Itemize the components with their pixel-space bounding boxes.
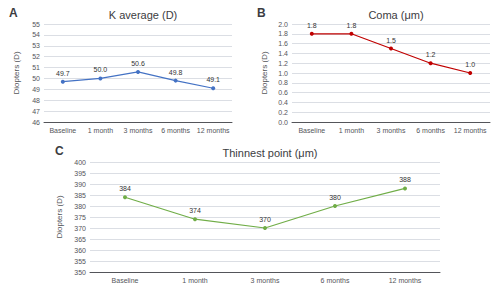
svg-text:1.8: 1.8: [278, 30, 288, 37]
svg-text:3 months: 3 months: [124, 127, 153, 134]
svg-text:Diopters (D): Diopters (D): [12, 51, 21, 94]
svg-text:1.0: 1.0: [465, 61, 475, 68]
svg-text:K average (D): K average (D): [109, 9, 177, 21]
svg-text:3 months: 3 months: [251, 277, 280, 284]
svg-text:385: 385: [74, 192, 86, 199]
svg-text:50: 50: [32, 75, 40, 82]
svg-text:1.8: 1.8: [307, 22, 317, 29]
svg-text:49.8: 49.8: [169, 69, 183, 76]
svg-text:12 months: 12 months: [389, 277, 422, 284]
svg-text:Baseline: Baseline: [298, 127, 325, 134]
svg-text:Diopters (D): Diopters (D): [55, 195, 64, 238]
svg-text:55: 55: [32, 21, 40, 28]
svg-text:375: 375: [74, 214, 86, 221]
svg-text:6 months: 6 months: [161, 127, 190, 134]
svg-text:49.7: 49.7: [56, 70, 70, 77]
svg-text:Diopters (D): Diopters (D): [260, 51, 269, 94]
svg-text:380: 380: [329, 194, 341, 201]
svg-text:350: 350: [74, 269, 86, 276]
svg-text:1.6: 1.6: [278, 40, 288, 47]
svg-text:Baseline: Baseline: [49, 127, 76, 134]
svg-text:50.0: 50.0: [94, 66, 108, 73]
svg-text:1.2: 1.2: [426, 51, 436, 58]
svg-text:355: 355: [74, 258, 86, 265]
svg-text:47: 47: [32, 108, 40, 115]
svg-text:400: 400: [74, 159, 86, 166]
svg-text:1.4: 1.4: [278, 50, 288, 57]
svg-text:Coma (μm): Coma (μm): [368, 9, 423, 21]
svg-text:3 months: 3 months: [377, 127, 406, 134]
svg-text:B: B: [257, 6, 266, 20]
svg-text:1.2: 1.2: [278, 60, 288, 67]
svg-text:6 months: 6 months: [416, 127, 445, 134]
svg-text:A: A: [9, 6, 18, 20]
svg-text:52: 52: [32, 53, 40, 60]
svg-text:1 month: 1 month: [182, 277, 207, 284]
svg-text:390: 390: [74, 181, 86, 188]
svg-text:365: 365: [74, 236, 86, 243]
svg-text:1.5: 1.5: [386, 37, 396, 44]
svg-text:54: 54: [32, 31, 40, 38]
svg-text:C: C: [55, 144, 64, 158]
svg-text:0.6: 0.6: [278, 89, 288, 96]
svg-text:Thinnest point (μm): Thinnest point (μm): [223, 147, 318, 159]
svg-text:49: 49: [32, 86, 40, 93]
svg-text:53: 53: [32, 42, 40, 49]
svg-text:388: 388: [399, 176, 411, 183]
svg-text:51: 51: [32, 64, 40, 71]
svg-text:Baseline: Baseline: [112, 277, 139, 284]
svg-text:48: 48: [32, 97, 40, 104]
svg-text:0.4: 0.4: [278, 99, 288, 106]
svg-text:2.0: 2.0: [278, 21, 288, 28]
svg-text:50.6: 50.6: [131, 60, 145, 67]
svg-text:49.1: 49.1: [206, 76, 220, 83]
svg-text:46: 46: [32, 119, 40, 126]
svg-text:12 months: 12 months: [197, 127, 230, 134]
svg-text:0.2: 0.2: [278, 109, 288, 116]
svg-text:380: 380: [74, 203, 86, 210]
svg-text:0.0: 0.0: [278, 119, 288, 126]
svg-text:370: 370: [74, 225, 86, 232]
svg-text:1.0: 1.0: [278, 70, 288, 77]
svg-text:1.8: 1.8: [347, 22, 357, 29]
svg-text:360: 360: [74, 247, 86, 254]
svg-text:384: 384: [119, 185, 131, 192]
svg-text:0.8: 0.8: [278, 79, 288, 86]
svg-text:1 month: 1 month: [88, 127, 113, 134]
svg-text:374: 374: [189, 207, 201, 214]
svg-text:395: 395: [74, 170, 86, 177]
svg-text:1 month: 1 month: [339, 127, 364, 134]
svg-text:6 months: 6 months: [321, 277, 350, 284]
svg-text:12 months: 12 months: [454, 127, 487, 134]
svg-text:370: 370: [259, 216, 271, 223]
